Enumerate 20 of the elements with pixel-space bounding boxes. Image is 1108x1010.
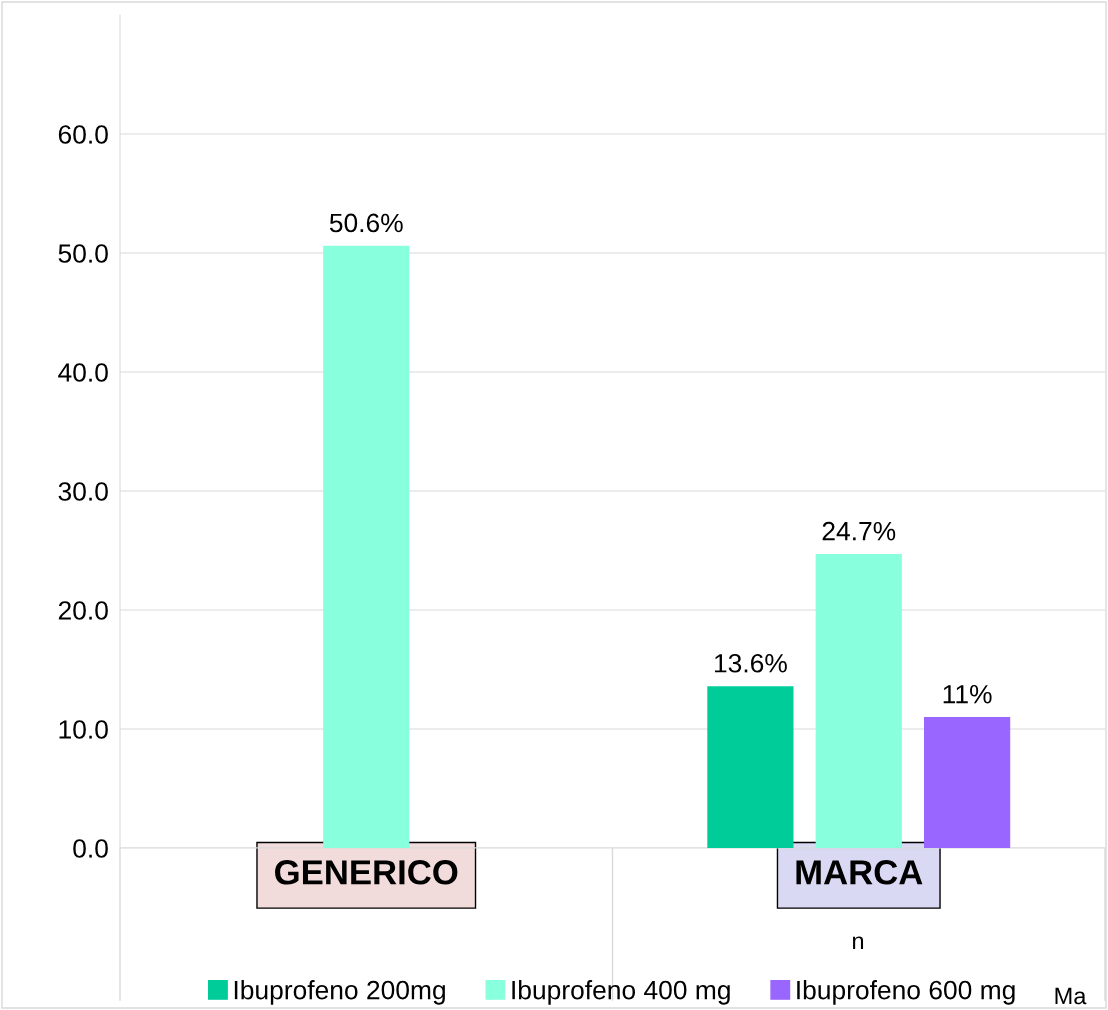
x-tick-label: GENERICO	[275, 860, 458, 885]
legend-label: Ibuprofeno 400 mg	[512, 980, 730, 1005]
x-tick-label: MARCA	[796, 860, 923, 885]
y-tick-label: 60.0	[58, 125, 108, 144]
data-label: 13.6%	[715, 653, 787, 673]
y-tick-label: 40.0	[58, 363, 108, 382]
data-label: 50.6%	[329, 213, 403, 233]
data-label: 11%	[943, 684, 992, 704]
legend-label: Ibuprofeno 200mg	[234, 980, 445, 1005]
bar	[707, 686, 794, 848]
legend-label: Ibuprofeno 600 mg	[797, 980, 1015, 1005]
y-tick-label: 10.0	[59, 720, 108, 739]
y-tick-label: 50.0	[58, 244, 108, 263]
y-tick-label: 0.0	[73, 839, 108, 858]
text: n	[853, 936, 864, 950]
y-tick-label: 30.0	[58, 482, 108, 501]
text: Ma	[1055, 987, 1087, 1005]
data-label: 24.7%	[822, 521, 896, 541]
y-tick-label: 20.0	[58, 601, 108, 620]
bar	[924, 717, 1011, 848]
